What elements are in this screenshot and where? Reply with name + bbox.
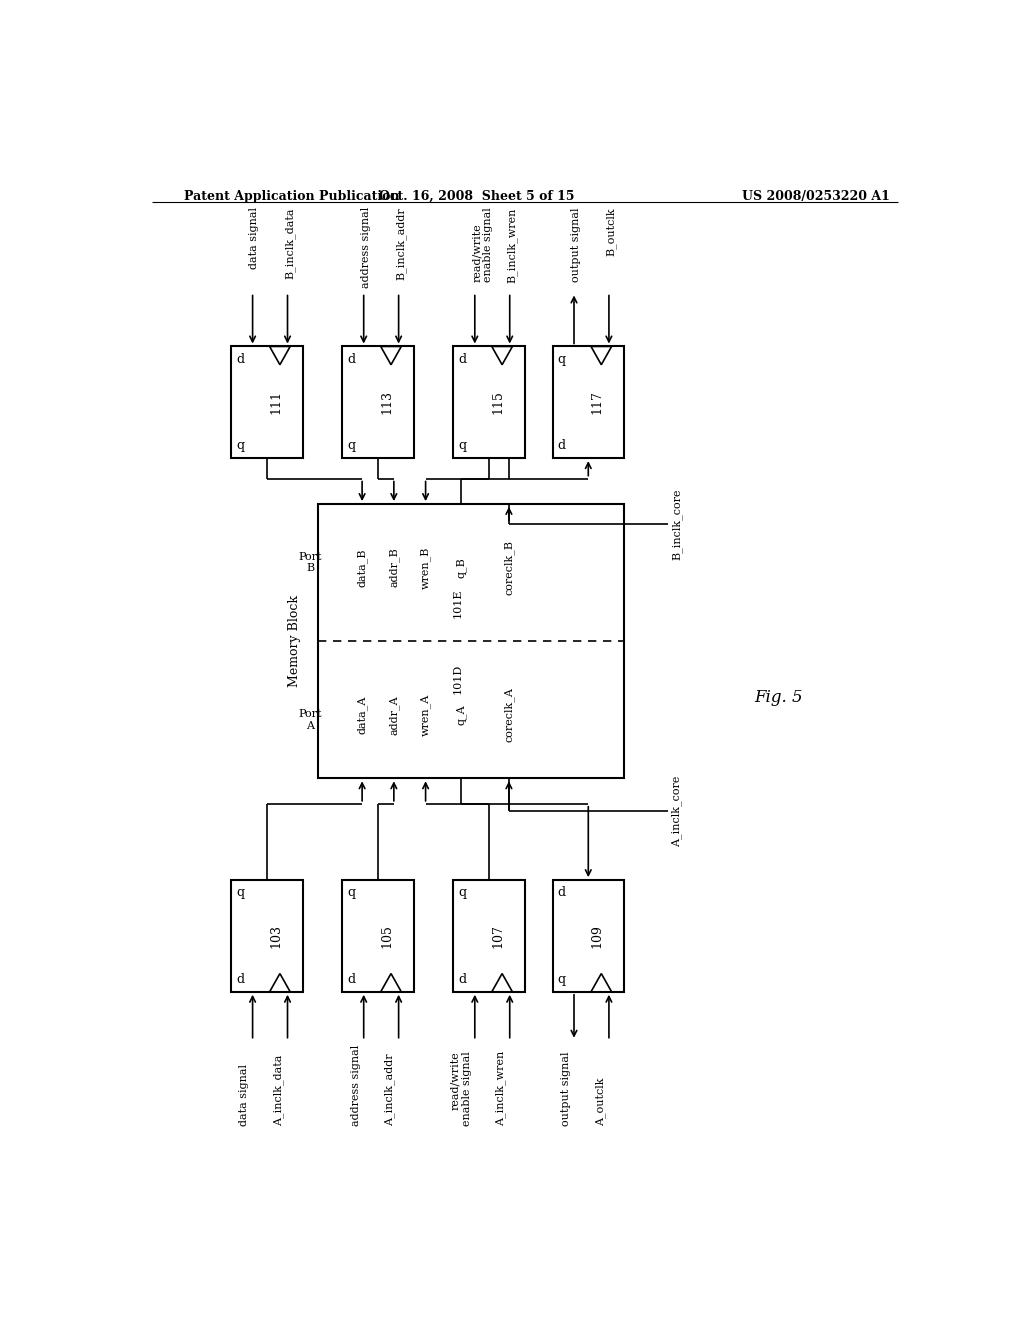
Text: Memory Block: Memory Block [288,595,301,688]
Text: q_B: q_B [456,557,467,578]
Text: q: q [347,440,355,453]
Text: output signal: output signal [570,207,581,281]
Text: d: d [347,973,355,986]
Bar [553,346,624,458]
Text: d: d [557,440,565,453]
Text: d: d [557,886,565,899]
Text: Fig. 5: Fig. 5 [755,689,803,706]
Text: 105: 105 [380,924,393,948]
Text: d: d [347,352,355,366]
Text: d: d [236,973,244,986]
Bar [553,880,624,991]
Text: 109: 109 [591,924,603,948]
Bar [454,880,524,991]
Text: q: q [557,973,565,986]
Text: wren_A: wren_A [420,694,431,737]
Text: US 2008/0253220 A1: US 2008/0253220 A1 [742,190,890,203]
Bar [342,880,414,991]
Text: read/write
enable signal: read/write enable signal [472,207,494,282]
Text: Patent Application Publication: Patent Application Publication [183,190,399,203]
Text: 111: 111 [269,391,282,414]
Bar [231,880,303,991]
Text: B_inclk_wren: B_inclk_wren [507,207,517,282]
Text: A_inclk_wren: A_inclk_wren [496,1051,507,1126]
Text: d: d [236,352,244,366]
Text: data signal: data signal [250,207,259,269]
Text: q: q [236,886,244,899]
Text: B_inclk_data: B_inclk_data [285,207,295,279]
Text: q: q [557,352,565,366]
Text: 101E: 101E [453,589,463,618]
Text: address signal: address signal [360,207,371,289]
Text: q: q [458,440,466,453]
Text: data_A: data_A [356,696,368,734]
Text: d: d [458,973,466,986]
Bar [231,346,303,458]
Text: coreclk_A: coreclk_A [504,688,514,742]
Text: 113: 113 [380,391,393,414]
Text: q: q [347,886,355,899]
Text: address signal: address signal [350,1044,360,1126]
Text: A_outclk: A_outclk [595,1077,606,1126]
Text: Oct. 16, 2008  Sheet 5 of 15: Oct. 16, 2008 Sheet 5 of 15 [380,190,574,203]
Text: q_A: q_A [456,705,467,725]
Text: data_B: data_B [356,548,368,587]
Text: q: q [236,440,244,453]
Text: Port
B: Port B [299,552,323,573]
Text: A_inclk_data: A_inclk_data [273,1055,285,1126]
Text: 115: 115 [492,391,504,414]
Text: coreclk_B: coreclk_B [504,540,514,595]
Text: 101D: 101D [453,664,463,694]
Text: read/write
enable signal: read/write enable signal [450,1051,472,1126]
Text: d: d [458,352,466,366]
Text: wren_B: wren_B [420,546,431,589]
Text: A_inclk_core: A_inclk_core [672,775,682,846]
Text: Port
A: Port A [299,709,323,731]
Bar [454,346,524,458]
Text: addr_A: addr_A [388,696,399,735]
Text: B_inclk_core: B_inclk_core [672,488,682,560]
Text: addr_B: addr_B [388,548,399,587]
Text: A_inclk_addr: A_inclk_addr [385,1053,395,1126]
Text: data signal: data signal [240,1064,250,1126]
Bar [342,346,414,458]
Text: 103: 103 [269,924,282,948]
Text: 117: 117 [591,391,603,414]
Text: B_inclk_addr: B_inclk_addr [395,207,407,280]
Text: output signal: output signal [561,1052,570,1126]
Text: q: q [458,886,466,899]
Text: 107: 107 [492,924,504,948]
Text: B_outclk: B_outclk [606,207,616,256]
Bar [318,504,624,779]
